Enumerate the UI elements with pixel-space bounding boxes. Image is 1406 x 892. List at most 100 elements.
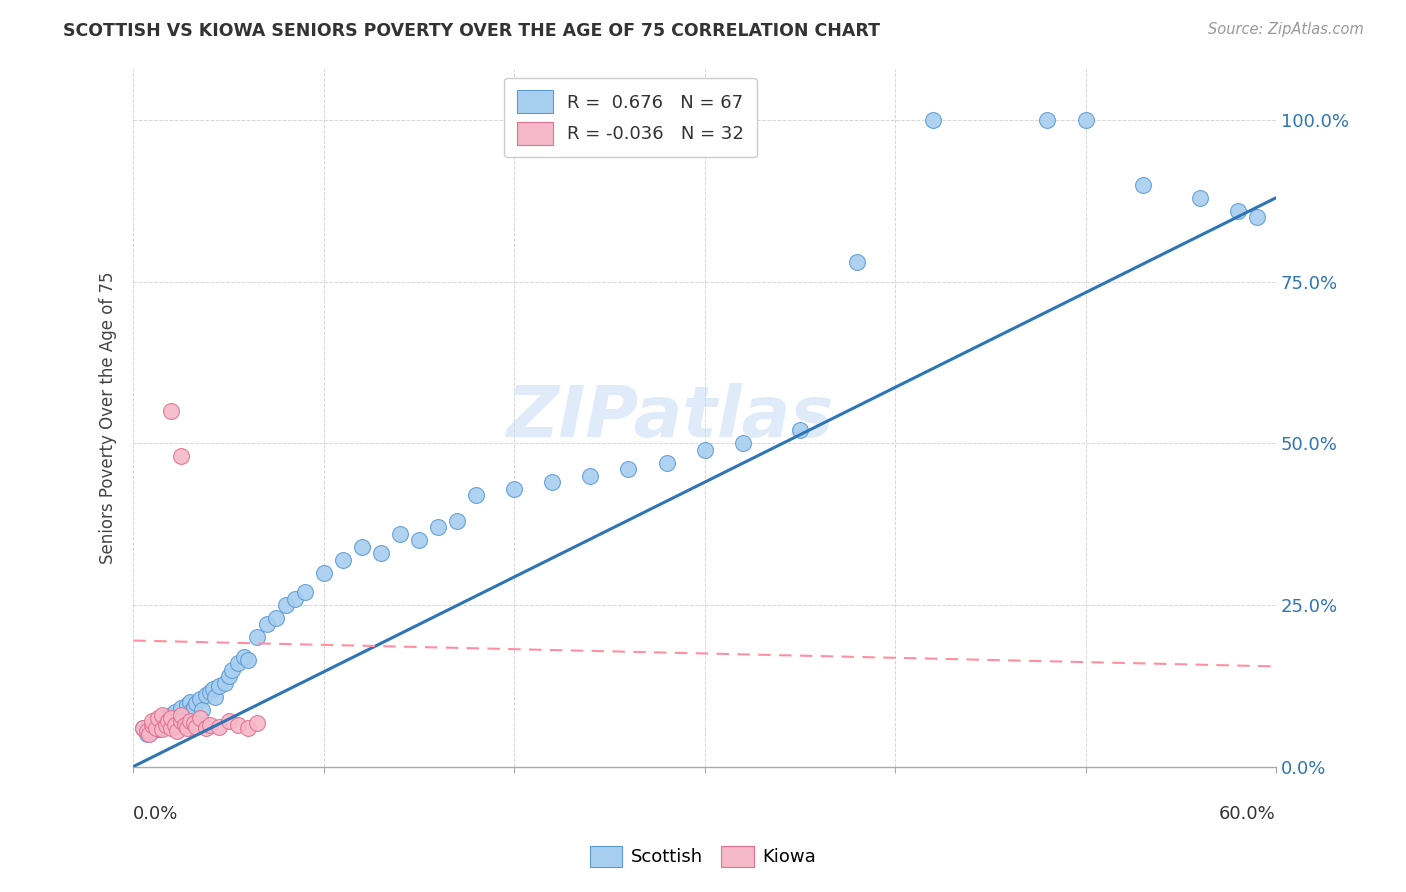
Point	[312, 566, 335, 580]
Point	[655, 456, 678, 470]
Point	[179, 714, 201, 729]
Point	[186, 719, 208, 733]
Point	[232, 649, 254, 664]
Legend: R =  0.676   N = 67, R = -0.036   N = 32: R = 0.676 N = 67, R = -0.036 N = 32	[503, 78, 756, 157]
Text: Source: ZipAtlas.com: Source: ZipAtlas.com	[1208, 22, 1364, 37]
Point	[150, 711, 173, 725]
Point	[179, 705, 201, 719]
Point	[141, 724, 163, 739]
Point	[160, 721, 183, 735]
Point	[145, 714, 167, 729]
Point	[173, 707, 195, 722]
Point	[146, 722, 169, 736]
Point	[226, 656, 249, 670]
Point	[150, 719, 173, 733]
Point	[1246, 210, 1268, 224]
Point	[183, 700, 205, 714]
Point	[170, 707, 193, 722]
Point	[165, 717, 187, 731]
Point	[579, 468, 602, 483]
Point	[166, 714, 188, 729]
Point	[160, 709, 183, 723]
Point	[132, 721, 155, 735]
Point	[427, 520, 450, 534]
Point	[693, 442, 716, 457]
Point	[176, 721, 198, 735]
Point	[214, 675, 236, 690]
Point	[198, 685, 221, 699]
Point	[789, 424, 811, 438]
Point	[194, 689, 217, 703]
Point	[465, 488, 488, 502]
Point	[284, 591, 307, 606]
Point	[236, 653, 259, 667]
Point	[156, 714, 179, 729]
Point	[332, 553, 354, 567]
Point	[194, 721, 217, 735]
Point	[173, 717, 195, 731]
Point	[370, 546, 392, 560]
Point	[198, 717, 221, 731]
Point	[1074, 113, 1097, 128]
Point	[166, 724, 188, 739]
Point	[1036, 113, 1059, 128]
Point	[186, 696, 208, 710]
Point	[202, 681, 225, 696]
Point	[1132, 178, 1154, 192]
Point	[264, 611, 287, 625]
Point	[160, 404, 183, 418]
Point	[256, 617, 278, 632]
Point	[135, 724, 157, 739]
Legend: Scottish, Kiowa: Scottish, Kiowa	[582, 838, 824, 874]
Point	[408, 533, 430, 548]
Point	[218, 669, 240, 683]
Point	[132, 721, 155, 735]
Point	[141, 714, 163, 729]
Point	[170, 450, 193, 464]
Point	[150, 722, 173, 736]
Point	[145, 721, 167, 735]
Point	[204, 690, 226, 704]
Point	[731, 436, 754, 450]
Point	[155, 715, 177, 730]
Point	[188, 691, 211, 706]
Point	[135, 727, 157, 741]
Point	[155, 717, 177, 731]
Point	[1188, 191, 1211, 205]
Point	[446, 514, 468, 528]
Point	[350, 540, 373, 554]
Point	[165, 705, 187, 719]
Point	[191, 703, 214, 717]
Point	[146, 711, 169, 725]
Point	[218, 714, 240, 729]
Point	[246, 715, 269, 730]
Point	[170, 701, 193, 715]
Text: 0.0%: 0.0%	[134, 805, 179, 823]
Point	[1226, 203, 1249, 218]
Point	[156, 713, 179, 727]
Point	[246, 630, 269, 644]
Point	[617, 462, 640, 476]
Point	[274, 598, 297, 612]
Point	[922, 113, 945, 128]
Point	[170, 714, 193, 729]
Point	[226, 717, 249, 731]
Point	[162, 717, 184, 731]
Point	[221, 663, 243, 677]
Point	[846, 255, 869, 269]
Point	[388, 527, 411, 541]
Point	[160, 707, 183, 722]
Point	[188, 711, 211, 725]
Point	[150, 707, 173, 722]
Point	[138, 727, 160, 741]
Point	[541, 475, 564, 490]
Point	[183, 715, 205, 730]
Point	[503, 482, 526, 496]
Point	[176, 698, 198, 713]
Point	[179, 695, 201, 709]
Point	[170, 711, 193, 725]
Point	[141, 717, 163, 731]
Point	[294, 585, 316, 599]
Point	[160, 711, 183, 725]
Y-axis label: Seniors Poverty Over the Age of 75: Seniors Poverty Over the Age of 75	[100, 271, 117, 564]
